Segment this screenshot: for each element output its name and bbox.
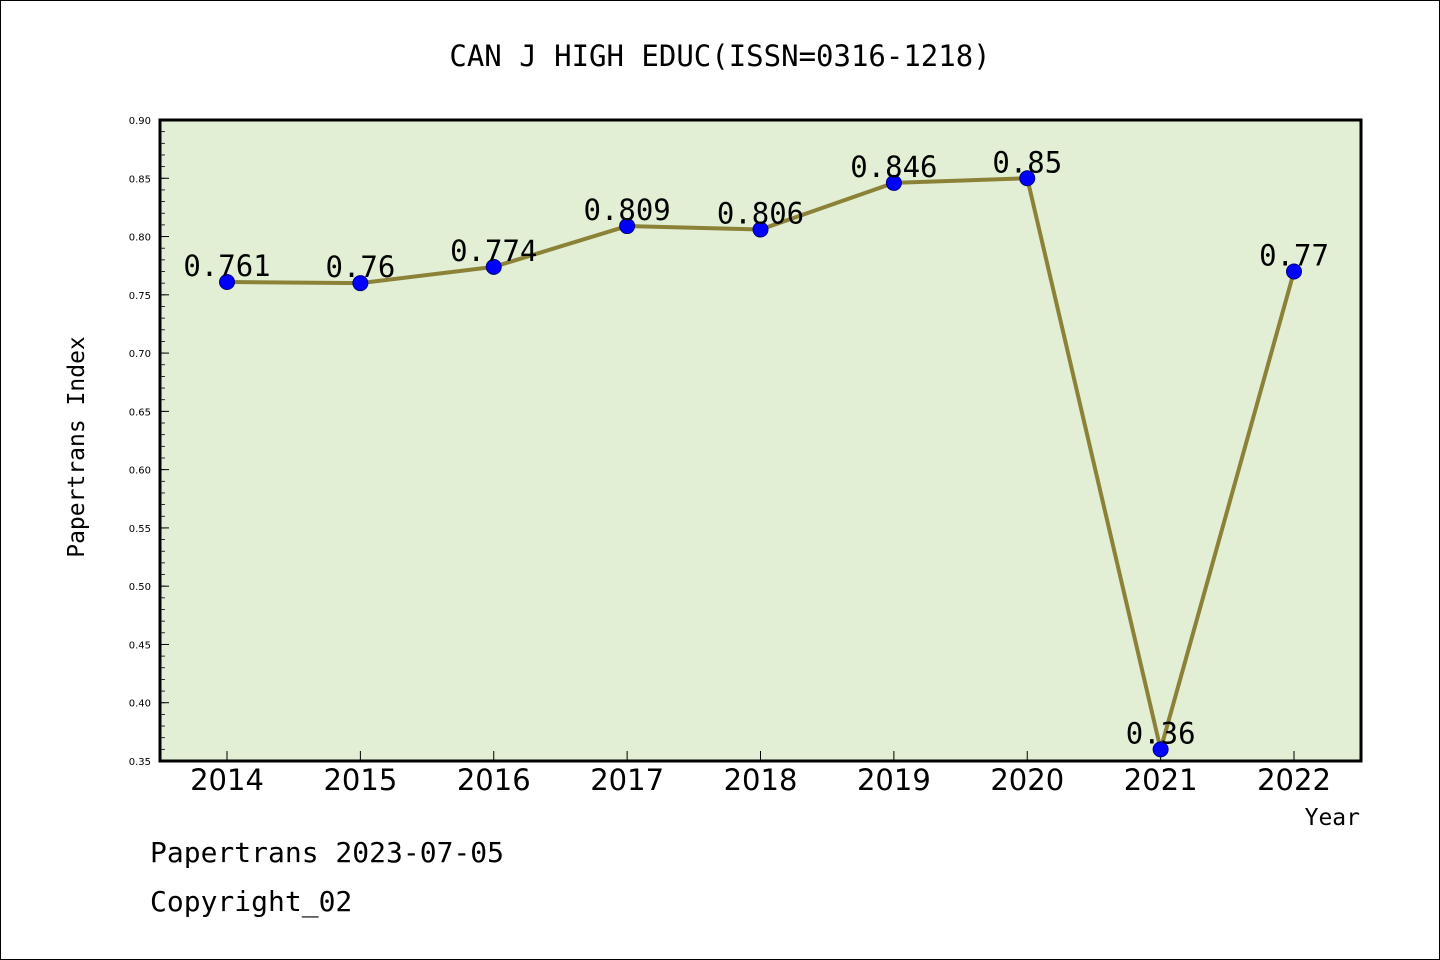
y-tick-label: 0.80 (129, 233, 151, 244)
x-axis-label: Year (1305, 805, 1360, 831)
series (219, 170, 1302, 758)
x-tick-label: 2019 (857, 763, 931, 797)
data-point (485, 258, 502, 275)
x-tick-label: 2014 (190, 763, 264, 797)
y-tick-label: 0.65 (129, 407, 151, 418)
y-tick-label: 0.60 (129, 466, 151, 477)
data-point (619, 218, 636, 235)
data-label: 0.846 (850, 150, 937, 184)
data-label: 0.76 (325, 250, 395, 284)
data-point (1152, 741, 1169, 758)
y-tick-label: 0.45 (129, 640, 151, 651)
data-point (1286, 263, 1302, 280)
data-point (219, 273, 235, 290)
data-label: 0.77 (1259, 239, 1329, 273)
y-tick-label: 0.90 (129, 116, 151, 127)
data-label: 0.36 (1126, 716, 1196, 750)
x-tick-label: 2015 (323, 763, 397, 797)
y-tick-label: 0.40 (129, 699, 151, 710)
data-labels: 0.761 0.76 0.774 0.809 0.806 0.846 0.85 0.36 0.7… (183, 145, 1329, 750)
x-tick-label: 2016 (457, 763, 531, 797)
y-tick-label: 0.50 (129, 582, 151, 593)
footer-copyright: Copyright_02 (150, 885, 353, 918)
data-label: 0.806 (717, 197, 804, 231)
y-tick-label: 0.55 (129, 524, 151, 535)
y-tick-label: 0.70 (129, 349, 151, 360)
data-point (752, 221, 769, 238)
x-tick-label: 2022 (1257, 763, 1331, 797)
data-point (352, 275, 369, 292)
x-tick-label: 2020 (990, 763, 1064, 797)
data-label: 0.809 (583, 193, 670, 227)
chart-title: CAN J HIGH EDUC(ISSN=0316-1218) (449, 39, 990, 73)
y-tick-label: 0.75 (129, 291, 151, 302)
x-tick-label: 2018 (724, 763, 798, 797)
y-axis-label: Papertrans Index (64, 336, 90, 558)
x-tick-label: 2021 (1124, 763, 1198, 797)
data-point (1019, 170, 1036, 187)
data-point (885, 174, 902, 191)
data-label: 0.85 (992, 145, 1062, 179)
x-tick-label: 2017 (590, 763, 664, 797)
data-label: 0.774 (450, 234, 537, 268)
y-tick-label: 0.35 (129, 757, 151, 768)
y-tick-label: 0.85 (129, 174, 151, 185)
footer-date: Papertrans 2023-07-05 (150, 836, 505, 869)
plot-border (158, 118, 1363, 763)
data-label: 0.761 (183, 249, 270, 283)
x-axis: 2014 2015 2016 2017 2018 2019 2020 2021 2022 (190, 751, 1331, 797)
